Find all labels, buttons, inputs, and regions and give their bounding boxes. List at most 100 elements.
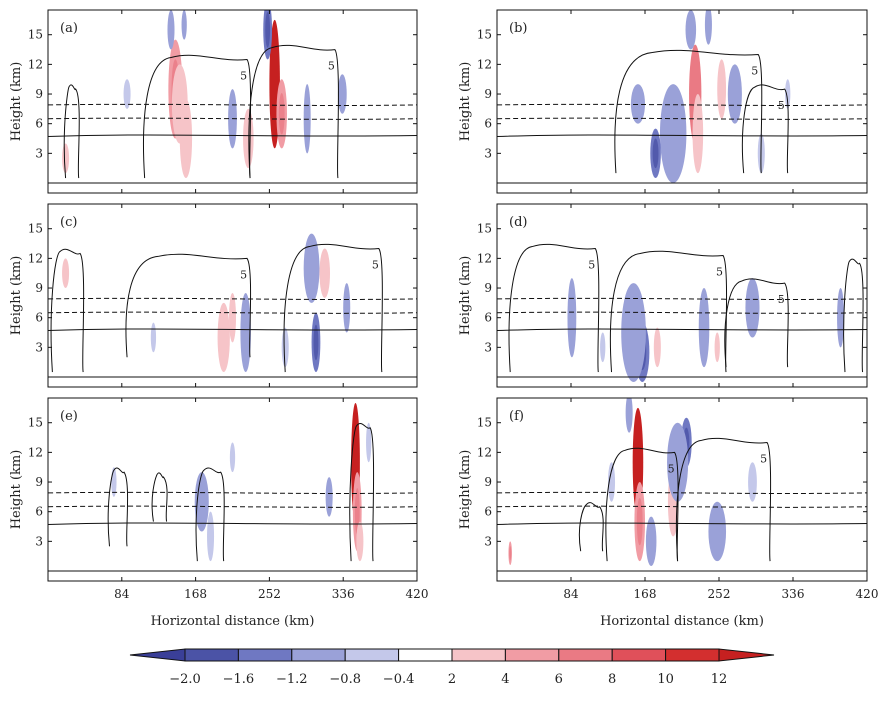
y-tick-label: 9 (484, 475, 492, 489)
y-tick-label: 15 (477, 28, 492, 42)
colorbar-segment (344, 648, 400, 662)
panel-label: (f) (509, 409, 524, 424)
shaded-cell (325, 477, 333, 517)
contour-label: 5 (778, 293, 785, 306)
y-tick-label: 15 (28, 222, 43, 236)
x-axis-label: Horizontal distance (km) (600, 614, 764, 629)
y-axis-label: Height (km) (458, 256, 473, 336)
cloud-contour (578, 502, 604, 552)
y-tick-label: 15 (28, 28, 43, 42)
shaded-cell (567, 278, 577, 358)
y-tick-label: 15 (28, 416, 43, 430)
solid-contour-line (497, 328, 867, 332)
dashed-contour-line (497, 505, 867, 508)
shaded-cell (366, 422, 372, 463)
contour-label: 5 (778, 99, 785, 112)
shaded-cell (319, 248, 331, 298)
contour-label: 5 (751, 65, 758, 78)
y-tick-label: 15 (477, 416, 492, 430)
shaded-cell (62, 258, 70, 289)
y-axis-label: Height (km) (9, 256, 24, 336)
dashed-contour-line (497, 311, 867, 314)
y-tick-label: 3 (35, 534, 43, 548)
shaded-cell (625, 398, 633, 433)
shaded-cell (217, 302, 230, 373)
dashed-contour-line (497, 491, 867, 494)
colorbar-label: 4 (501, 672, 509, 687)
shaded-cell (748, 462, 757, 502)
y-tick-label: 12 (28, 445, 43, 459)
plot-area: 55 (497, 10, 867, 183)
shaded-cell (685, 10, 697, 50)
colorbar-segment (237, 648, 293, 662)
shaded-cell (785, 79, 791, 109)
y-axis-label: Height (km) (9, 62, 24, 142)
panel-label: (d) (509, 215, 527, 230)
shaded-cell (343, 283, 351, 333)
colorbar-label: −1.6 (223, 672, 255, 687)
shaded-cell (659, 84, 687, 183)
colorbar-segment (291, 648, 346, 662)
y-tick-label: 6 (35, 117, 43, 131)
solid-contour-line (48, 522, 417, 526)
colorbar-label: 2 (448, 672, 456, 687)
y-tick-label: 12 (28, 251, 43, 265)
shaded-cell (600, 332, 606, 363)
shaded-cell (727, 64, 742, 124)
dashed-contour-line (497, 117, 867, 120)
solid-contour-line (48, 134, 417, 138)
colorbar-label: 8 (608, 672, 616, 687)
plot-area: 55 (48, 233, 417, 373)
plot-area (48, 402, 417, 562)
colorbar-segment (665, 648, 720, 662)
x-tick-label: 420 (406, 587, 429, 601)
shaded-cell (228, 292, 237, 343)
shaded-cell (645, 516, 657, 567)
cloud-contour (125, 253, 252, 358)
plot-area: 55 (497, 398, 867, 567)
shaded-cell (229, 442, 236, 473)
cloud-contour (248, 44, 339, 179)
shaded-cell (717, 59, 727, 119)
dashed-contour-line (48, 103, 417, 106)
shaded-cell (150, 322, 157, 353)
x-tick-label: 252 (708, 587, 731, 601)
y-axis-label: Height (km) (458, 450, 473, 530)
colorbar-label: −0.8 (329, 672, 361, 687)
shaded-cell (356, 521, 364, 562)
colorbar-segment (558, 648, 613, 662)
shaded-cell (194, 472, 209, 532)
x-tick-label: 168 (634, 587, 657, 601)
shaded-cell (179, 98, 193, 179)
shaded-cell (207, 511, 215, 562)
dashed-contour-line (48, 297, 417, 300)
shaded-core (636, 497, 643, 546)
contour-label: 5 (240, 268, 247, 281)
colorbar-segment (611, 648, 667, 662)
x-tick-label: 336 (332, 587, 355, 601)
y-tick-label: 6 (484, 505, 492, 519)
x-tick-label: 84 (563, 587, 579, 601)
dashed-contour-line (497, 103, 867, 106)
cloud-contour (508, 243, 600, 373)
shaded-core (313, 324, 319, 361)
x-tick-label: 252 (258, 587, 281, 601)
y-tick-label: 3 (35, 340, 43, 354)
shaded-cell (621, 283, 646, 382)
shaded-cell (708, 501, 727, 562)
panel-label: (e) (60, 409, 78, 424)
plot-background (497, 204, 867, 387)
contour-label: 5 (760, 453, 767, 466)
shaded-cell (745, 278, 760, 338)
colorbar-segment (504, 648, 560, 662)
y-tick-label: 6 (35, 311, 43, 325)
plot-frame (47, 397, 418, 582)
y-tick-label: 15 (477, 222, 492, 236)
cloud-contour (151, 472, 168, 522)
y-tick-label: 9 (35, 281, 43, 295)
